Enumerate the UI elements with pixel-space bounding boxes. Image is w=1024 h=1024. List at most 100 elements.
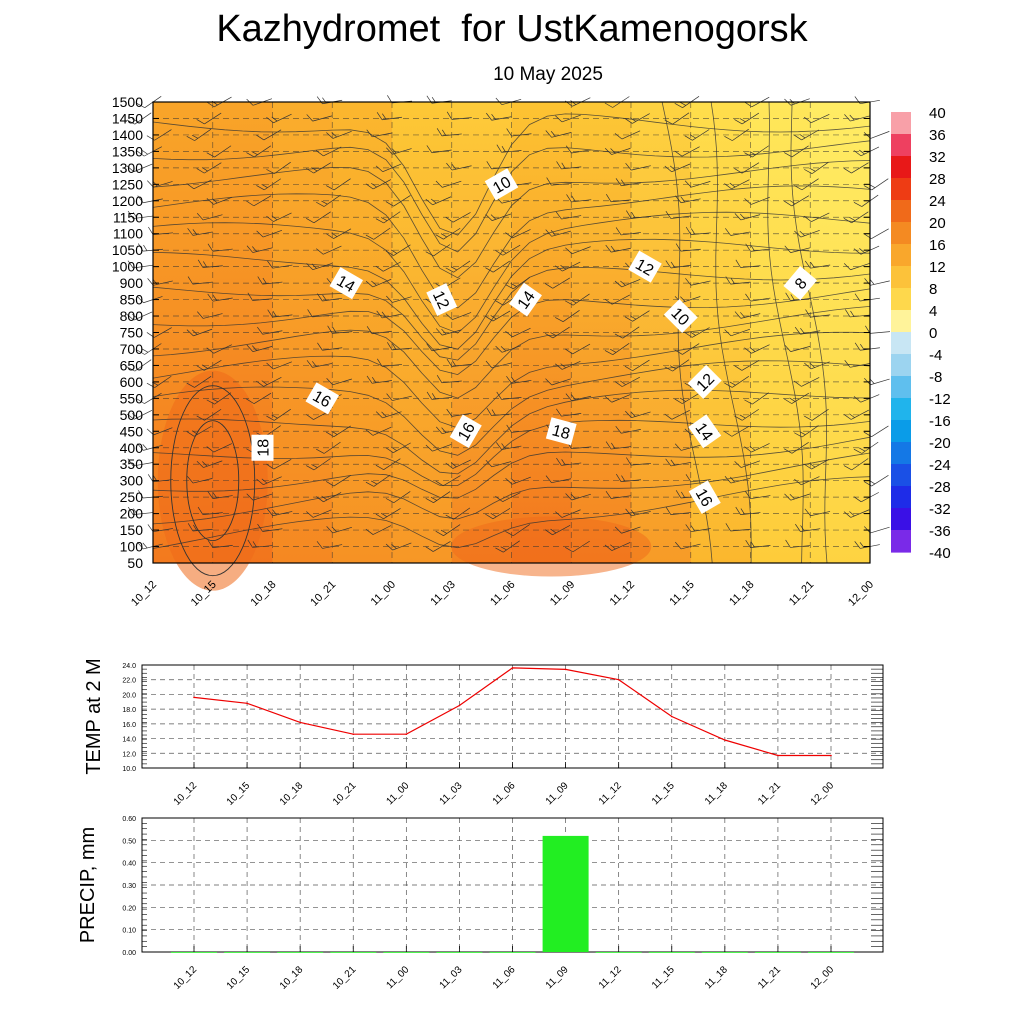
x-tick-label: 11_15 [650,964,677,991]
wind-barb [744,443,770,453]
contour-line [152,306,871,399]
colorbar-segment [891,376,911,388]
x-tick-label: 11_12 [608,579,638,609]
wind-barb [495,244,521,256]
wind-barb [794,476,820,486]
contour-label-box [509,282,542,317]
wind-barb [187,523,213,532]
wind-barb [625,410,651,419]
contour-line [152,452,871,525]
x-tick-label: 10_12 [172,780,200,808]
wind-barb [366,326,392,335]
wind-barb [505,524,530,537]
wind-barb [505,476,531,485]
contour-label: 16 [688,480,721,514]
wind-barb [196,162,222,174]
wind-barb [186,128,212,141]
wind-barb [385,442,411,454]
wind-barb [256,129,282,141]
wind-barb [486,161,512,170]
x-tick-label: 10_21 [331,780,359,808]
wind-barb [845,309,870,318]
precip-bar [436,952,483,953]
temperature-fill-column [750,102,811,563]
wind-barb [545,229,572,237]
wind-barb [246,493,273,501]
wind-barb [446,358,472,367]
wind-barb [365,278,392,288]
contour-label-text: 18 [550,422,572,443]
wind-barb [566,194,592,203]
colorbar-label: 40 [929,105,946,122]
wind-barb [326,526,352,534]
wind-barb [864,278,890,286]
wind-barb [664,112,690,125]
wind-barb [745,293,771,302]
wind-barb [665,506,691,515]
x-tick-label: 10_21 [331,964,359,992]
wind-barb [266,459,292,470]
wind-barb [604,294,630,305]
wind-barb [675,195,701,204]
x-tick-label: 11_00 [369,579,399,609]
contour-line [710,101,752,564]
wind-barb [565,493,591,501]
contour-line [767,101,804,564]
wind-barb [436,128,462,137]
wind-barb [486,112,512,121]
colorbar-segment [891,442,911,454]
wind-barb [664,409,690,420]
wind-barb [783,392,810,404]
x-tick-label: 11_21 [756,780,783,807]
wind-barb [684,327,710,338]
wind-barb [496,442,522,450]
wind-barb [445,312,472,320]
wind-barb [724,128,749,141]
temp-point [246,702,248,705]
wind-barb [555,309,580,323]
wind-barb [685,278,711,286]
wind-barb [604,394,631,403]
wind-barb [565,246,591,255]
x-tick-label: 10_12 [129,579,159,609]
temp-point [671,715,673,718]
wind-barb [734,162,760,174]
colorbar-label: -4 [929,347,942,364]
wind-barb [684,129,710,141]
x-tick-label: 10_12 [172,964,200,992]
wind-barb [606,193,631,203]
wind-barb [674,146,700,157]
wind-barb [485,360,512,369]
wind-barb [206,344,232,354]
wind-barb [804,161,829,174]
wind-barb [426,145,452,154]
wind-barb [565,145,592,154]
contour-label-box [545,417,577,446]
wind-barb [784,145,809,158]
precip-bar [489,952,536,953]
wind-barb [256,377,282,387]
colorbar-segment [891,244,911,256]
wind-barb [804,260,831,269]
wind-barb [446,408,472,417]
wind-barb [246,195,272,207]
colorbar-segment [891,453,911,465]
y-tick-label: 1250 [112,176,143,192]
wind-barb [744,145,769,158]
temp-point [564,668,567,671]
colorbar-segment [891,123,911,135]
wind-barb [724,425,750,437]
x-tick-label: 11_06 [488,579,518,609]
y-tick-label: 1500 [112,94,143,110]
wind-barb [425,444,452,452]
wind-barb [316,441,341,454]
colorbar-label: -32 [929,501,951,518]
wind-barb [546,177,572,186]
wind-barb [127,210,153,219]
wind-barb [375,411,402,419]
contour-label-box [688,480,721,514]
wind-barb [186,328,213,337]
wind-barb [326,178,351,191]
wind-barb [127,506,153,515]
wind-barb [306,114,333,122]
